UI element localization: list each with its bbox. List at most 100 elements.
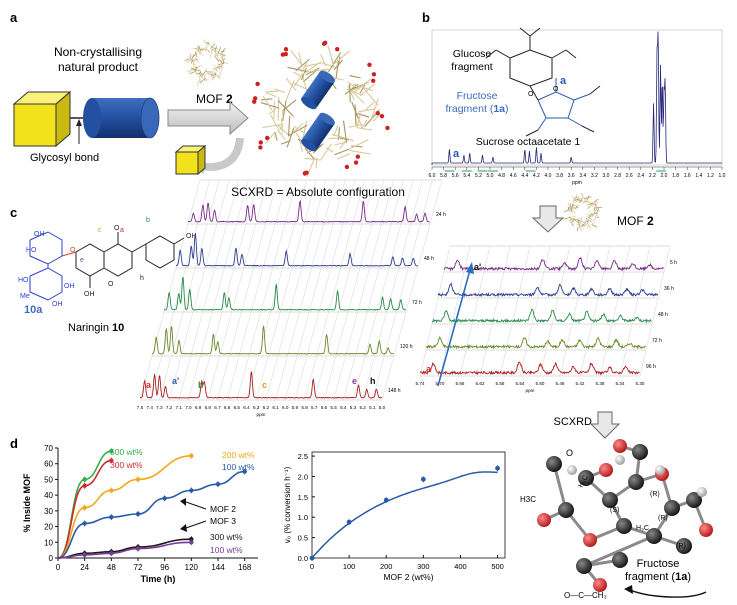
mof-strut: [589, 203, 593, 207]
bond: [509, 49, 553, 87]
data-point: [242, 469, 247, 474]
bond: [589, 85, 601, 95]
mof-strut: [576, 222, 583, 226]
mof-strut: [349, 149, 372, 155]
fructose-fragment-b-line1: Fructose: [457, 90, 498, 102]
mof-strut: [213, 50, 216, 54]
legend-label: 500 wt%: [110, 447, 143, 457]
tick-label: 5.0: [379, 405, 386, 410]
x-tick-label: 400: [454, 562, 467, 571]
mof-oxygen-dot: [302, 170, 308, 176]
label-ho: HO: [26, 247, 37, 254]
guest-cylinder-end: [301, 96, 317, 110]
tick-label: 5.66: [456, 381, 465, 386]
atom-ball: [646, 528, 662, 544]
mof-strut: [572, 209, 576, 214]
mof-strut: [372, 113, 382, 122]
mof-strut: [370, 98, 379, 120]
mof-strut: [270, 114, 280, 130]
tick-label: 5.1: [369, 405, 376, 410]
label-h3c: H₃C: [636, 525, 649, 532]
legend-label: 100 wt%: [222, 462, 255, 472]
mof-strut: [313, 143, 324, 154]
nmr-tick-label: 2.8: [614, 173, 621, 179]
mof-strut: [219, 52, 223, 61]
glycosyl-bond-label: Glycosyl bond: [30, 152, 99, 164]
x-tick-label: 500: [491, 562, 504, 571]
tick-label: 6.5: [234, 405, 241, 410]
bond: [573, 93, 591, 101]
mof-strut: [588, 224, 591, 230]
mof-strut: [293, 125, 306, 134]
tick-label: 7.2: [166, 405, 173, 410]
mof-strut: [223, 61, 229, 65]
mof-strut: [348, 123, 363, 128]
label-o: O: [566, 448, 573, 458]
data-point: [82, 477, 87, 482]
y-tick-label: 1.0: [298, 513, 308, 522]
grid-line: [217, 179, 278, 401]
mof-strut: [205, 41, 210, 49]
curved-arrow-icon: [629, 589, 707, 598]
mof-oxygen-dot: [371, 72, 377, 77]
mof-strut: [214, 64, 218, 72]
peak-label-b: b: [198, 380, 204, 390]
mof-strut: [570, 207, 573, 212]
bond: [537, 91, 575, 119]
grid-line: [197, 179, 259, 401]
grid-line: [226, 179, 288, 401]
mof-oxygen-dot: [255, 81, 260, 87]
time-label: 48 h: [424, 256, 434, 262]
mof-strut: [274, 131, 278, 141]
peak-label-a: a: [146, 380, 152, 390]
atom-ball: [676, 538, 692, 554]
nmr-tick-label: 5.6: [452, 173, 459, 179]
mof-strut: [260, 102, 280, 109]
y-tick-label: 60: [44, 460, 53, 469]
tick-label: 5.4: [340, 405, 347, 410]
mof-strut: [301, 61, 322, 76]
mof-strut: [266, 90, 279, 93]
mof-strut: [595, 201, 598, 208]
atom-ball: [616, 518, 632, 534]
y-tick-label: 10: [44, 538, 53, 547]
mof-strut: [199, 50, 202, 55]
nmr-tick-label: 5.0: [487, 173, 494, 179]
mof-strut: [287, 116, 291, 137]
legend-label: 300 wt%: [210, 532, 243, 542]
data-point: [135, 546, 141, 551]
mof-strut: [194, 57, 200, 64]
tick-label: 5.62: [476, 381, 485, 386]
x-tick-label: 48: [107, 563, 116, 572]
atom-ball: [686, 492, 702, 508]
tick-label: 7.4: [146, 405, 153, 410]
grid-line: [519, 245, 551, 377]
tick-label: 7.1: [176, 405, 183, 410]
glucose-fragment-line1: Glucose: [453, 48, 492, 60]
nmr-frame: [431, 29, 723, 166]
bond: [495, 49, 511, 59]
mof-strut: [218, 59, 223, 64]
mof-strut: [333, 125, 339, 137]
mof-strut: [357, 108, 376, 113]
series-line: [57, 541, 192, 559]
label-oh: OH: [52, 301, 63, 308]
mof-strut: [281, 117, 283, 134]
time-label: 120 h: [400, 344, 413, 350]
atom-ball: [615, 455, 625, 465]
grid-line: [304, 179, 365, 401]
yellow-cube-icon: [12, 90, 72, 148]
mof-strut: [196, 44, 200, 50]
mof-strut: [201, 74, 204, 79]
grid-line: [539, 245, 571, 377]
grid-line: [381, 179, 443, 401]
tick-label: 5.34: [616, 381, 625, 386]
atom-ball: [537, 513, 551, 527]
mof-strut: [214, 55, 220, 63]
mof-strut: [304, 147, 315, 160]
mof-strut: [285, 80, 295, 102]
mof-strut: [211, 46, 219, 50]
data-point: [135, 477, 141, 482]
x-tick-label: 200: [380, 562, 393, 571]
mof-strut: [347, 85, 355, 101]
